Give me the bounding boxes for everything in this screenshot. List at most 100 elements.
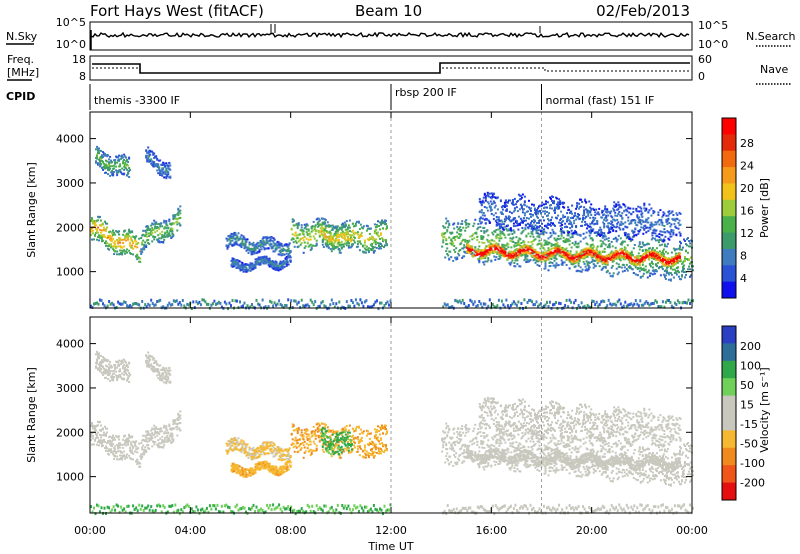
scatter-cell (683, 264, 685, 267)
scatter-cell (306, 233, 309, 235)
scatter-cell (173, 222, 176, 225)
scatter-cell (481, 199, 484, 202)
scatter-cell (145, 246, 148, 248)
scatter-cell (296, 225, 299, 228)
scatter-cell (662, 211, 665, 214)
scatter-cell (602, 265, 605, 268)
scatter-cell (100, 219, 102, 222)
scatter-cell (157, 234, 160, 237)
scatter-cell (512, 240, 515, 243)
scatter-cell (504, 199, 507, 202)
scatter-cell (514, 203, 517, 206)
scatter-cell (648, 274, 651, 277)
scatter-cell (582, 217, 585, 219)
scatter-cell (486, 249, 489, 252)
scatter-cell (159, 232, 162, 235)
scatter-cell (530, 215, 532, 218)
scatter-cell (141, 251, 144, 254)
scatter-cell (506, 229, 509, 232)
scatter-cell (591, 238, 594, 241)
scatter-cell (458, 227, 461, 230)
scatter-cell (136, 243, 139, 246)
scatter-cell (516, 224, 519, 227)
scatter-cell (624, 205, 627, 208)
scatter-cell (377, 234, 379, 237)
scatter-cell (151, 150, 154, 153)
scatter-cell (561, 223, 564, 226)
scatter-cell (336, 245, 339, 248)
scatter-cell (568, 219, 571, 222)
scatter-cell (463, 246, 466, 249)
scatter-cell (454, 251, 457, 253)
scatter-cell (688, 265, 690, 268)
scatter-cell (595, 234, 598, 237)
scatter-cell (447, 220, 450, 223)
scatter-cell (634, 273, 637, 276)
scatter-cell (326, 243, 329, 246)
scatter-cell (538, 236, 541, 239)
scatter-cell (155, 222, 158, 225)
scatter-cell (110, 244, 113, 247)
scatter-cell (689, 268, 691, 271)
scatter-cell (355, 220, 358, 223)
scatter-cell (278, 246, 281, 249)
scatter-cell (522, 208, 525, 211)
scatter-cell (676, 261, 679, 264)
power-heatmap (90, 112, 694, 311)
scatter-cell (247, 246, 250, 249)
scatter-cell (628, 211, 631, 214)
scatter-cell (527, 226, 529, 229)
scatter-cell (284, 249, 287, 252)
scatter-cell (343, 231, 346, 234)
scatter-cell (176, 229, 179, 232)
scatter-cell (333, 247, 336, 250)
scatter-cell (638, 216, 641, 219)
scatter-cell (281, 267, 284, 270)
scatter-cell (561, 262, 564, 265)
scatter-cell (121, 246, 124, 249)
scatter-cell (647, 250, 650, 253)
scatter-cell (532, 235, 535, 238)
scatter-cell (336, 225, 339, 228)
scatter-cell (132, 241, 135, 244)
scatter-cell (502, 248, 505, 250)
scatter-cell (113, 242, 116, 245)
scatter-cell (309, 238, 312, 241)
scatter-cell (608, 229, 611, 232)
scatter-cell (589, 210, 592, 213)
scatter-cell (672, 233, 675, 236)
scatter-cell (101, 154, 103, 157)
scatter-cell (168, 161, 171, 164)
scatter-cell (95, 224, 97, 227)
scatter-cell (534, 248, 537, 251)
scatter-cell (283, 253, 286, 256)
scatter-cell (548, 212, 550, 215)
scatter-cell (610, 215, 613, 218)
scatter-cell (466, 242, 469, 245)
scatter-cell (597, 211, 600, 214)
scatter-cell (284, 262, 287, 265)
scatter-cell (269, 260, 272, 263)
scatter-cell (629, 237, 632, 240)
scatter-cell (523, 259, 526, 262)
scatter-cell (666, 259, 669, 261)
scatter-cell (97, 226, 99, 229)
scatter-cell (324, 227, 327, 229)
scatter-cell (379, 228, 381, 231)
scatter-cell (557, 238, 560, 241)
scatter-cell (103, 162, 105, 165)
scatter-cell (147, 225, 150, 228)
scatter-cell (306, 224, 309, 227)
scatter-cell (545, 231, 548, 234)
cpid-segment-label: normal (fast) 151 IF (546, 94, 655, 107)
scatter-cell (559, 253, 562, 256)
scatter-cell (519, 238, 522, 241)
scatter-cell (100, 163, 102, 166)
scatter-cell (640, 259, 643, 262)
scatter-cell (461, 256, 464, 259)
scatter-cell (618, 203, 621, 206)
near-range-cell (202, 298, 205, 302)
scatter-cell (162, 241, 165, 243)
scatter-cell (112, 173, 115, 176)
